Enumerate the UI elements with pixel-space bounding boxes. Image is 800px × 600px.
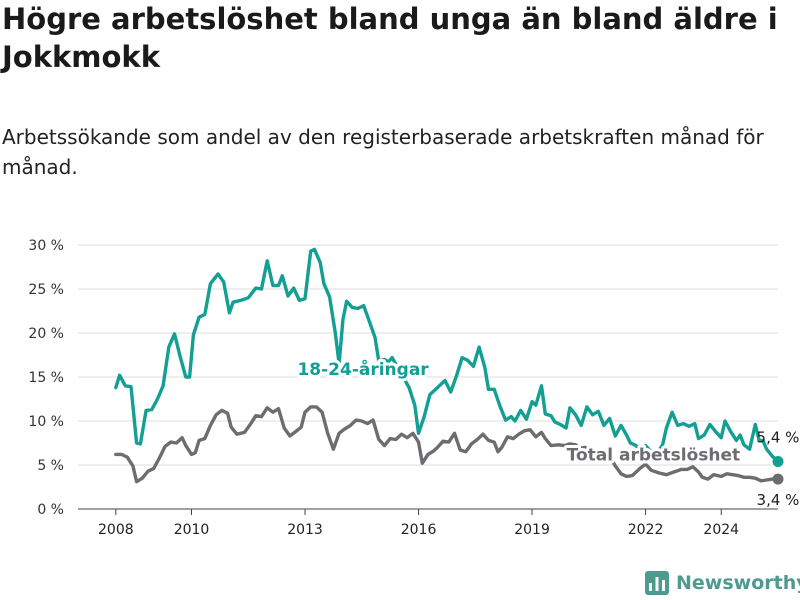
newsworthy-logo[interactable]: Newsworthy <box>645 568 800 598</box>
x-tick-label: 2024 <box>703 522 739 538</box>
series-line-total <box>114 405 780 484</box>
chart-title: Högre arbetslöshet bland unga än bland ä… <box>2 2 778 74</box>
x-tick-label: 2008 <box>98 522 134 538</box>
bar-chart-icon <box>645 571 669 595</box>
end-point-total <box>772 473 784 485</box>
end-point-youth <box>772 455 784 467</box>
y-tick-label: 5 % <box>37 458 64 474</box>
end-label-youth: 5,4 % <box>757 428 800 446</box>
brand-name: Newsworthy <box>676 572 800 594</box>
y-tick-label: 30 % <box>28 238 64 254</box>
x-tick-label: 2013 <box>287 522 323 538</box>
series-line-youth <box>114 247 780 464</box>
series-label-total-halo: Total arbetslöshet <box>567 446 741 466</box>
x-tick-label: 2016 <box>401 522 437 538</box>
y-tick-label: 20 % <box>28 326 64 342</box>
end-label-total: 3,4 % <box>757 491 800 509</box>
x-tick-label: 2019 <box>514 522 550 538</box>
y-tick-label: 10 % <box>28 414 64 430</box>
series-label-total: Total arbetslöshet <box>567 446 741 466</box>
chart-subtitle: Arbetssökande som andel av den registerb… <box>2 125 764 179</box>
series-label-youth: 18-24-åringar <box>297 358 429 380</box>
y-tick-label: 0 % <box>37 502 64 518</box>
y-tick-label: 15 % <box>28 370 64 386</box>
y-tick-label: 25 % <box>28 282 64 298</box>
x-tick-label: 2010 <box>174 522 210 538</box>
series-label-youth-halo: 18-24-åringar <box>297 358 429 380</box>
x-tick-label: 2022 <box>628 522 664 538</box>
